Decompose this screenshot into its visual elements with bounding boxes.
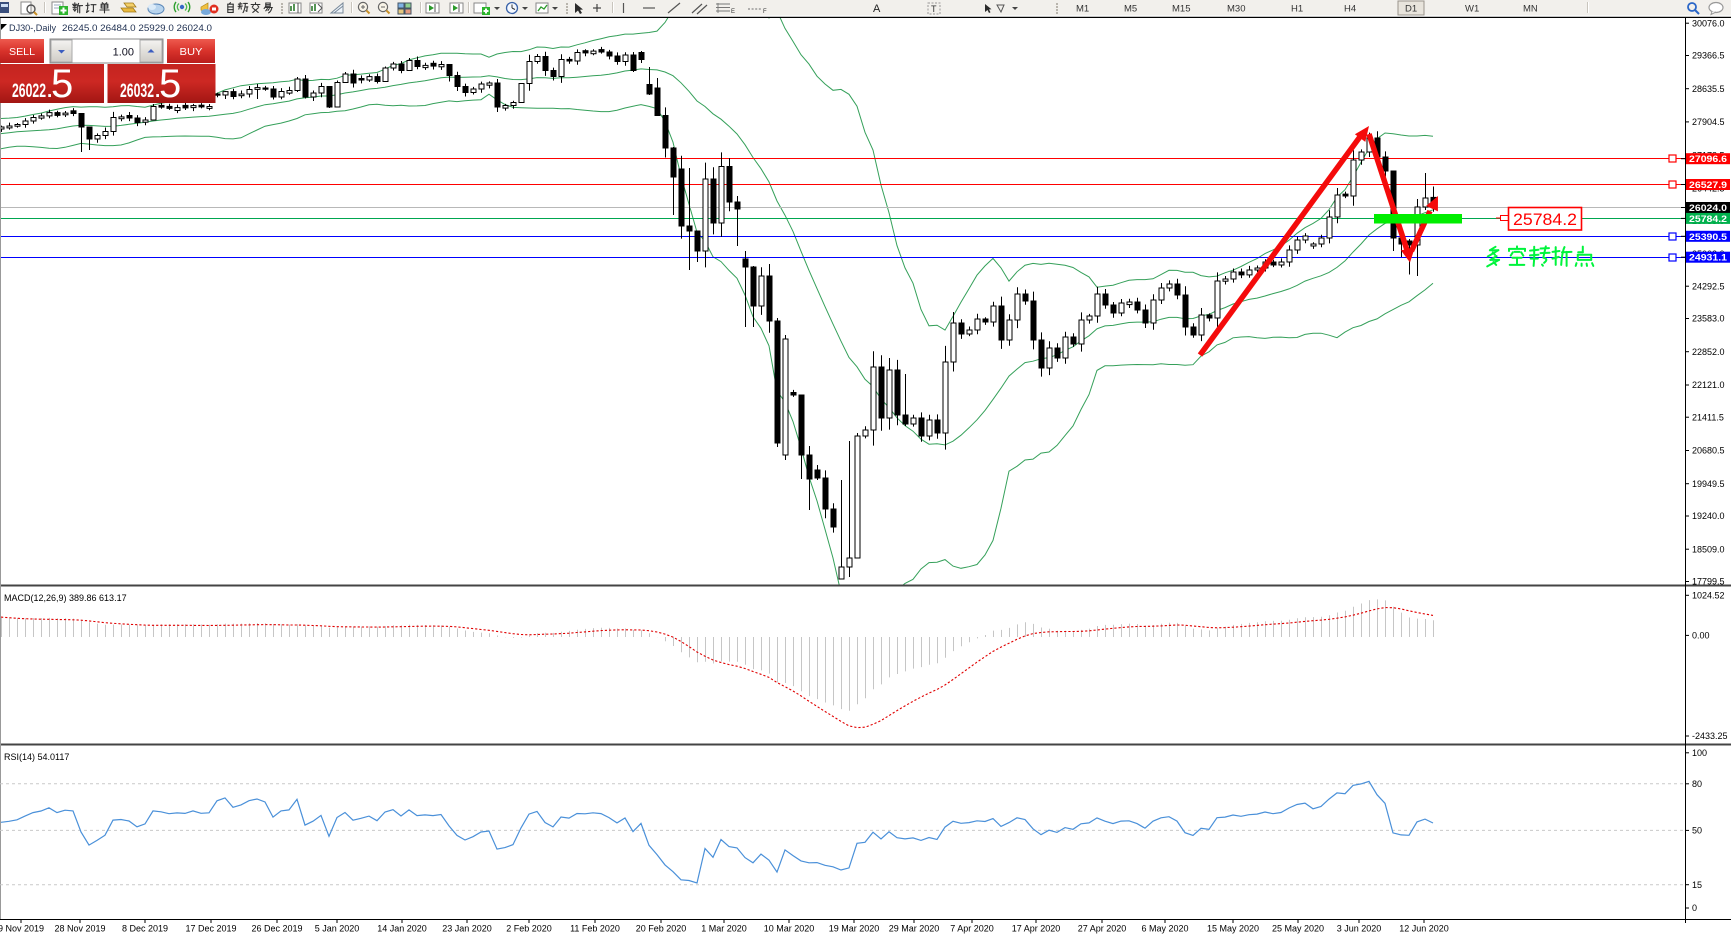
svg-text:D1: D1 (1405, 4, 1417, 15)
svg-text:.: . (47, 81, 52, 102)
svg-text:25784.2: 25784.2 (1689, 214, 1727, 224)
svg-text:1 Mar 2020: 1 Mar 2020 (701, 924, 747, 934)
svg-text:M15: M15 (1172, 4, 1190, 15)
svg-text:50: 50 (1692, 826, 1702, 836)
svg-text:24931.1: 24931.1 (1689, 253, 1727, 263)
svg-text:24292.5: 24292.5 (1692, 281, 1725, 291)
svg-text:19 Mar 2020: 19 Mar 2020 (829, 924, 880, 934)
svg-text:5: 5 (51, 62, 73, 106)
svg-text:5: 5 (159, 62, 181, 106)
svg-text:8 Dec 2019: 8 Dec 2019 (122, 924, 168, 934)
svg-text:A: A (873, 3, 881, 15)
svg-text:SELL: SELL (9, 46, 35, 58)
svg-text:W1: W1 (1465, 4, 1479, 15)
svg-text:23 Jan 2020: 23 Jan 2020 (442, 924, 492, 934)
svg-text:1024.52: 1024.52 (1692, 591, 1725, 601)
svg-text:26024.0: 26024.0 (1689, 203, 1727, 213)
svg-text:T: T (931, 4, 937, 14)
svg-text:26032: 26032 (120, 81, 154, 102)
svg-text:0.00: 0.00 (1692, 631, 1710, 641)
svg-text:15: 15 (1692, 880, 1702, 890)
svg-text:26245.0 26484.0 25929.0 26024.: 26245.0 26484.0 25929.0 26024.0 (62, 23, 212, 34)
svg-text:12 Jun 2020: 12 Jun 2020 (1399, 924, 1449, 934)
svg-text:M1: M1 (1076, 4, 1089, 15)
svg-text:H1: H1 (1291, 4, 1303, 15)
svg-text:22121.0: 22121.0 (1692, 380, 1725, 390)
svg-text:20 Feb 2020: 20 Feb 2020 (636, 924, 687, 934)
svg-text:11 Feb 2020: 11 Feb 2020 (570, 924, 620, 934)
svg-text:6 May 2020: 6 May 2020 (1141, 924, 1188, 934)
svg-text:17 Apr 2020: 17 Apr 2020 (1012, 924, 1061, 934)
svg-text:BUY: BUY (180, 46, 203, 58)
svg-text:1.00: 1.00 (113, 47, 134, 59)
svg-text:E: E (731, 9, 735, 15)
svg-text:17799.5: 17799.5 (1692, 577, 1725, 587)
svg-text:5 Jan 2020: 5 Jan 2020 (315, 924, 360, 934)
svg-text:27904.5: 27904.5 (1692, 117, 1725, 127)
svg-text:-2433.25: -2433.25 (1692, 731, 1728, 741)
svg-text:21411.5: 21411.5 (1692, 412, 1724, 422)
svg-text:10 Mar 2020: 10 Mar 2020 (764, 924, 815, 934)
svg-text:25390.5: 25390.5 (1689, 232, 1727, 242)
svg-text:22852.0: 22852.0 (1692, 347, 1725, 357)
svg-text:0: 0 (1692, 903, 1697, 913)
svg-text:29 Mar 2020: 29 Mar 2020 (889, 924, 940, 934)
svg-text:28635.5: 28635.5 (1692, 84, 1725, 94)
svg-text:100: 100 (1692, 748, 1707, 758)
svg-text:7 Apr 2020: 7 Apr 2020 (950, 924, 994, 934)
svg-text:26022: 26022 (12, 81, 46, 102)
svg-text:20680.5: 20680.5 (1692, 446, 1725, 456)
svg-text:M30: M30 (1227, 4, 1245, 15)
svg-text:F: F (763, 9, 767, 15)
svg-text:18509.0: 18509.0 (1692, 544, 1725, 554)
svg-text:MN: MN (1523, 4, 1538, 15)
svg-text:H4: H4 (1344, 4, 1356, 15)
svg-text:27096.6: 27096.6 (1689, 154, 1727, 164)
svg-text:RSI(14) 54.0117: RSI(14) 54.0117 (4, 752, 69, 762)
svg-text:MACD(12,26,9) 389.86 613.17: MACD(12,26,9) 389.86 613.17 (4, 593, 127, 603)
svg-text:.: . (155, 81, 160, 102)
svg-text:M5: M5 (1124, 4, 1137, 15)
svg-text:19240.0: 19240.0 (1692, 511, 1725, 521)
svg-text:19949.5: 19949.5 (1692, 479, 1725, 489)
svg-text:28 Nov 2019: 28 Nov 2019 (54, 924, 105, 934)
svg-text:30076.0: 30076.0 (1692, 18, 1725, 28)
svg-text:80: 80 (1692, 779, 1702, 789)
svg-text:14 Jan 2020: 14 Jan 2020 (377, 924, 427, 934)
svg-text:9 Nov 2019: 9 Nov 2019 (0, 924, 44, 934)
svg-text:29366.5: 29366.5 (1692, 51, 1725, 61)
svg-text:25784.2: 25784.2 (1513, 210, 1577, 229)
svg-text:15 May 2020: 15 May 2020 (1207, 924, 1259, 934)
svg-text:26 Dec 2019: 26 Dec 2019 (251, 924, 302, 934)
svg-text:27 Apr 2020: 27 Apr 2020 (1078, 924, 1127, 934)
svg-text:17 Dec 2019: 17 Dec 2019 (185, 924, 236, 934)
svg-text:26527.9: 26527.9 (1689, 180, 1727, 190)
svg-text:23583.0: 23583.0 (1692, 314, 1725, 324)
svg-text:2 Feb 2020: 2 Feb 2020 (506, 924, 552, 934)
svg-text:3 Jun 2020: 3 Jun 2020 (1337, 924, 1382, 934)
svg-text:DJ30-,Daily: DJ30-,Daily (9, 23, 56, 34)
svg-text:25 May 2020: 25 May 2020 (1272, 924, 1324, 934)
